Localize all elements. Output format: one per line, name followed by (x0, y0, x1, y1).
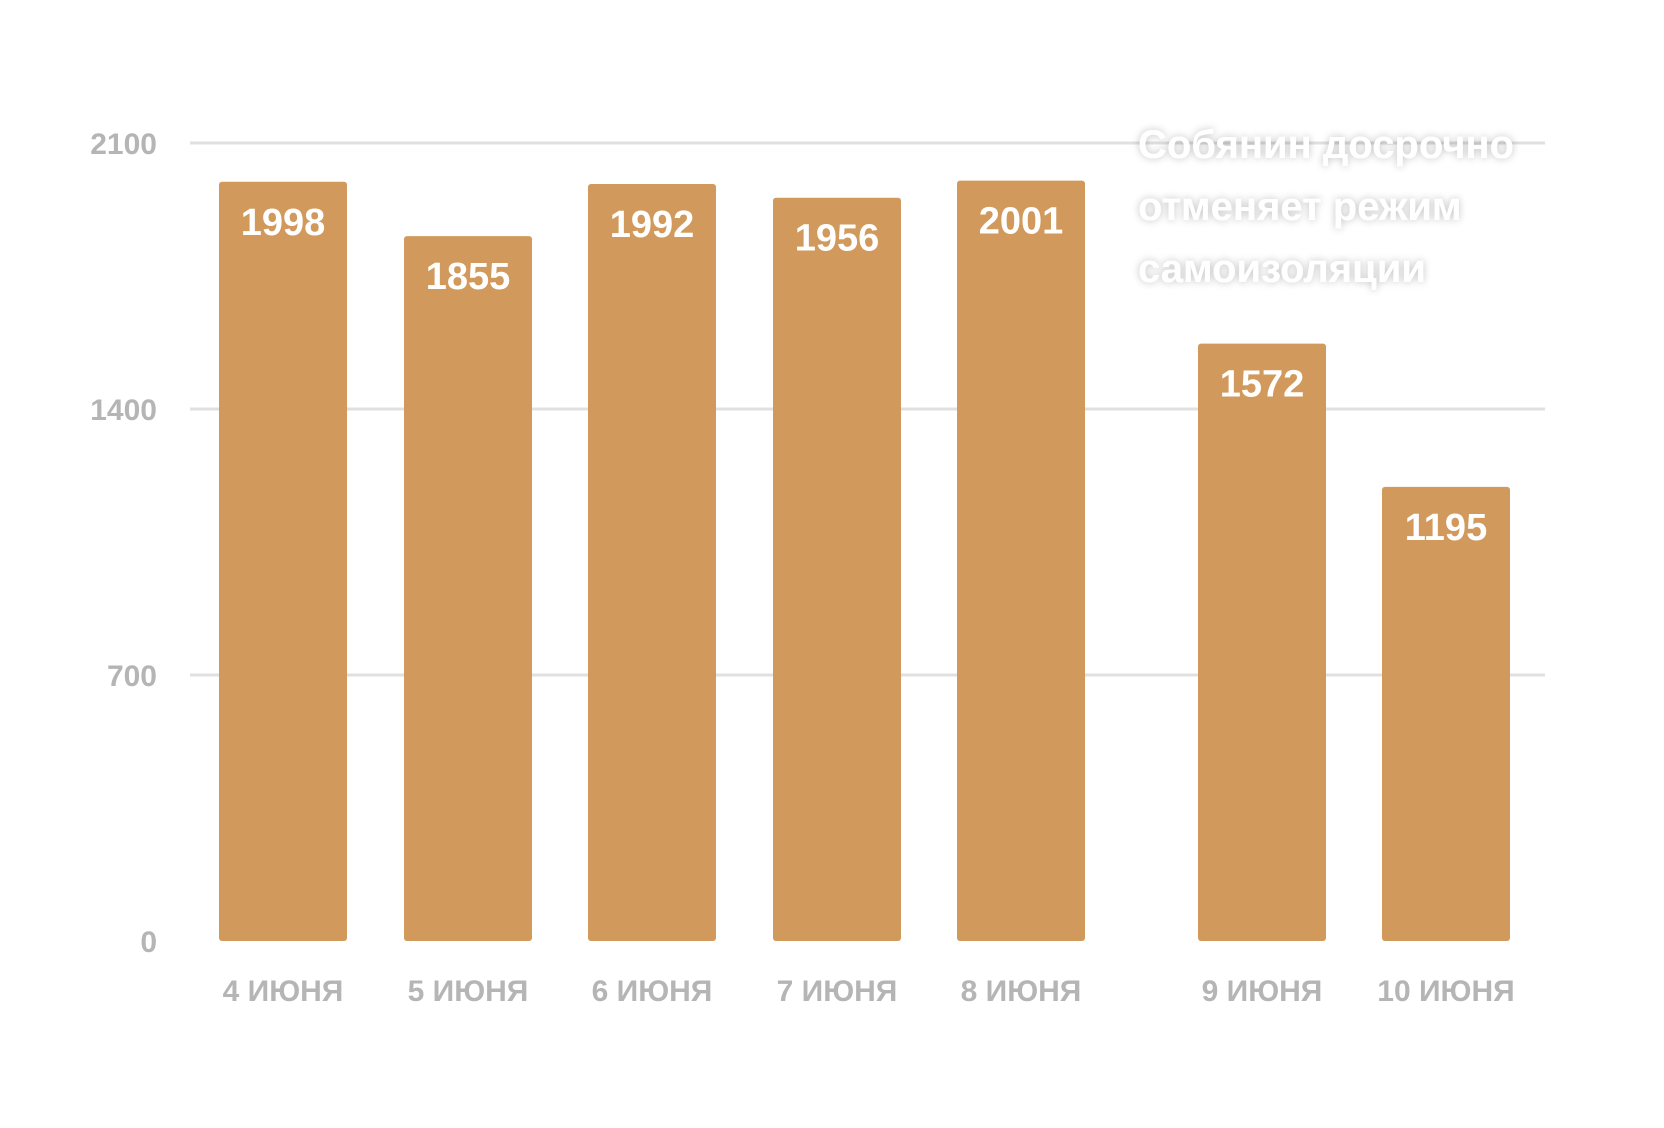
x-tick-label: 8 ИЮНЯ (961, 975, 1082, 1008)
y-tick-label: 2100 (90, 128, 157, 161)
y-tick-label: 1400 (90, 394, 157, 427)
bar (773, 197, 901, 942)
bar-value-label: 1572 (1220, 364, 1305, 406)
bar-value-label: 2001 (979, 201, 1064, 243)
annotation-line-2: отменяет режим (1138, 185, 1461, 229)
bar (957, 180, 1085, 941)
x-tick-label: 6 ИЮНЯ (592, 975, 713, 1008)
x-tick-label: 10 ИЮНЯ (1377, 975, 1514, 1008)
annotation: Собянин досрочно отменяет режим самоизол… (1138, 123, 1514, 291)
x-tick-label: 7 ИЮНЯ (777, 975, 898, 1008)
annotation-line-3: самоизоляции (1138, 247, 1426, 291)
bars (219, 180, 1510, 942)
y-tick-label: 700 (107, 660, 157, 693)
bar-value-label: 1992 (610, 204, 695, 246)
bar-value-label: 1855 (426, 256, 511, 298)
y-tick-label: 0 (140, 926, 157, 959)
bar-value-label: 1998 (241, 202, 326, 244)
bar-value-label: 1956 (795, 218, 880, 260)
x-tick-label: 4 ИЮНЯ (223, 975, 344, 1008)
annotation-line-1: Собянин досрочно (1138, 123, 1514, 167)
x-tick-label: 5 ИЮНЯ (408, 975, 529, 1008)
bar (1198, 343, 1326, 941)
y-axis-ticks: 0 700 1400 2100 (90, 128, 157, 959)
bar (404, 236, 532, 942)
bar (219, 181, 347, 941)
x-axis-ticks: 4 ИЮНЯ 5 ИЮНЯ 6 ИЮНЯ 7 ИЮНЯ 8 ИЮНЯ 9 ИЮНЯ 10 И… (223, 975, 1515, 1008)
bar (588, 184, 716, 942)
bar-value-labels: 1998 1855 1992 1956 2001 1572 1195 (241, 201, 1488, 549)
bar-value-label: 1195 (1405, 507, 1487, 549)
x-tick-label: 9 ИЮНЯ (1202, 975, 1323, 1008)
bar (1382, 486, 1510, 941)
